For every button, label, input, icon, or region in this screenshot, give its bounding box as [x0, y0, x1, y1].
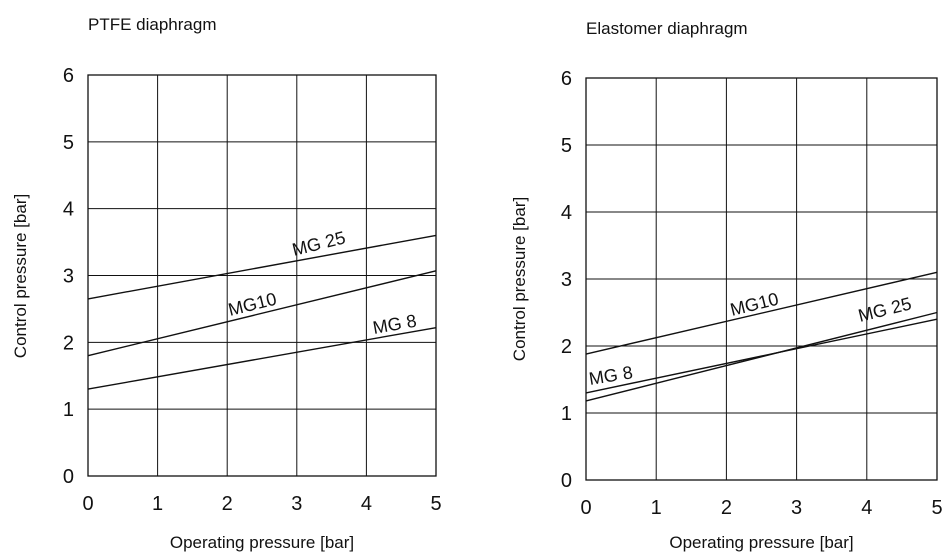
- x-tick-label: 2: [222, 493, 233, 515]
- series-line: [585, 271, 938, 355]
- x-axis-label: Operating pressure [bar]: [669, 533, 853, 552]
- series-line: [585, 318, 938, 394]
- x-axis-label: Operating pressure [bar]: [170, 533, 354, 552]
- y-tick-label: 0: [63, 466, 74, 488]
- y-tick-label: 2: [561, 336, 572, 358]
- x-tick-label: 2: [721, 497, 732, 519]
- y-tick-label: 6: [561, 68, 572, 90]
- y-tick-label: 6: [63, 65, 74, 87]
- plot-frame: [87, 74, 437, 477]
- y-tick-label: 3: [561, 269, 572, 291]
- series-label: MG 25: [290, 227, 347, 259]
- x-tick-label: 0: [82, 493, 93, 515]
- x-tick-label: 1: [152, 493, 163, 515]
- plot-frame: [585, 77, 938, 481]
- y-tick-label: 4: [63, 199, 74, 221]
- y-tick-label: 1: [561, 403, 572, 425]
- y-tick-label: 0: [561, 470, 572, 492]
- series-line: [87, 270, 437, 357]
- series-line: [87, 234, 437, 300]
- chart-title: PTFE diaphragm: [88, 15, 217, 34]
- x-tick-label: 4: [361, 493, 372, 515]
- y-tick-label: 4: [561, 202, 572, 224]
- y-axis-label: Control pressure [bar]: [11, 194, 30, 358]
- x-tick-label: 3: [291, 493, 302, 515]
- y-tick-label: 1: [63, 399, 74, 421]
- ptfe-chart: 0 1 2 3 4 5 0 1 2 3 4 5 6 PTFE diaphragm Operating pre…: [11, 15, 442, 552]
- y-tick-label: 2: [63, 332, 74, 354]
- series-line: [87, 326, 437, 390]
- x-tick-label: 5: [430, 493, 441, 515]
- x-tick-label: 3: [791, 497, 802, 519]
- y-axis-label: Control pressure [bar]: [510, 197, 529, 361]
- x-tick-label: 4: [861, 497, 872, 519]
- y-tick-label: 3: [63, 266, 74, 288]
- y-tick-label: 5: [561, 135, 572, 157]
- x-tick-label: 0: [580, 497, 591, 519]
- x-tick-label: 5: [931, 497, 942, 519]
- chart-title: Elastomer diaphragm: [586, 19, 748, 38]
- x-tick-label: 1: [651, 497, 662, 519]
- elastomer-chart: 0 1 2 3 4 5 0 1 2 3 4 5 6 Elastomer diaphragm Operatin…: [510, 19, 943, 552]
- y-tick-label: 5: [63, 132, 74, 154]
- series-label: MG 8: [371, 311, 418, 338]
